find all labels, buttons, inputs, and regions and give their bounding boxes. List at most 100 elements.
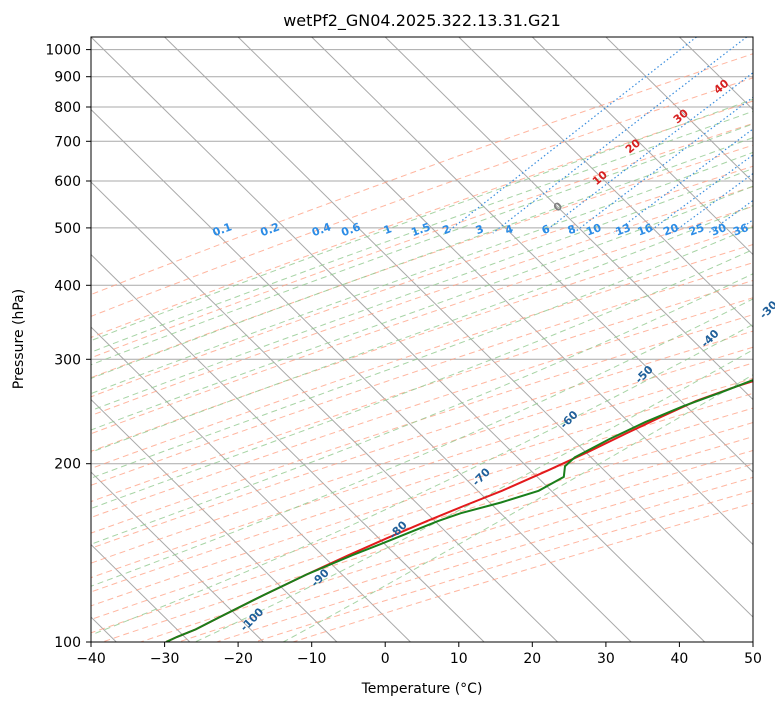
x-tick-label: 10 xyxy=(450,651,468,667)
isotherm-10 xyxy=(458,37,753,328)
x-axis-title: Temperature (°C) xyxy=(361,681,483,697)
mixing-ratio-label: 1.5 xyxy=(409,220,432,239)
mixing-ratio-label: 0.4 xyxy=(310,220,333,239)
mixing-ratio-label: 0.1 xyxy=(211,220,234,239)
grid-layer xyxy=(91,37,753,642)
dry-adiabat-10 xyxy=(91,144,753,379)
mixing-ratio-label: 36 xyxy=(731,221,750,239)
mixing-ratio-label: 10 xyxy=(584,221,603,239)
mixing-ratio-label: 20 xyxy=(661,221,680,239)
dewpoint-line xyxy=(165,378,753,642)
dry-adiabat-20 xyxy=(91,165,753,398)
dry-adiabat-210 xyxy=(216,476,753,642)
dry-adiabat-label: -30 xyxy=(757,298,775,321)
mixing-ratio-line-8 xyxy=(734,219,753,234)
moist-adiabat--10 xyxy=(91,98,753,342)
isotherm-0 xyxy=(384,37,753,401)
dry-adiabat-40 xyxy=(91,205,753,435)
dry-adiabat-0 xyxy=(91,122,753,359)
dry-adiabat-120 xyxy=(91,346,753,564)
moist-adiabat-38 xyxy=(91,323,753,636)
dry-adiabat--30 xyxy=(91,53,753,296)
isotherm--20 xyxy=(237,37,753,546)
mixing-ratio-label: 16 xyxy=(636,221,655,239)
plot-frame xyxy=(90,36,754,643)
temperature-line xyxy=(165,380,753,642)
moist-adiabat-26 xyxy=(91,249,753,509)
mixing-ratio-label: 6 xyxy=(540,222,552,237)
mixing-ratio-line-6 xyxy=(671,172,753,234)
moist-adiabat-34 xyxy=(91,298,753,587)
dry-adiabat-90 xyxy=(91,297,753,519)
moist-adiabat-label: 30 xyxy=(671,106,691,126)
dry-adiabat-220 xyxy=(254,489,753,642)
y-tick-label: 100 xyxy=(54,635,81,651)
y-tick-label: 200 xyxy=(54,457,81,473)
isotherm--40 xyxy=(91,37,706,642)
mixing-ratio-label: 1 xyxy=(382,222,394,237)
x-tick-label: −10 xyxy=(297,651,327,667)
mixing-ratio-label: 30 xyxy=(709,221,728,239)
dry-adiabat-130 xyxy=(91,362,753,579)
mixing-ratio-line-0 xyxy=(445,37,697,234)
y-tick-label: 300 xyxy=(54,352,81,368)
mixing-ratio-line-4 xyxy=(613,128,753,234)
mixing-ratio-line-1 xyxy=(492,37,748,234)
dry-adiabat-60 xyxy=(91,243,753,470)
mixing-ratio-label: 2 xyxy=(441,222,453,237)
dry-adiabat--20 xyxy=(91,77,753,317)
mixing-ratio-label: 13 xyxy=(614,221,633,238)
mixing-ratio-label: 0.6 xyxy=(340,220,363,239)
chart-title: wetPf2_GN04.2025.322.13.31.G21 xyxy=(283,11,561,31)
moist-adiabat--2 xyxy=(91,123,753,366)
dry-adiabat-140 xyxy=(91,377,753,593)
dry-adiabat-180 xyxy=(102,436,753,642)
dry-adiabat-150 xyxy=(91,392,753,607)
dry-adiabat-label: -70 xyxy=(470,465,493,488)
series-layer xyxy=(165,378,753,642)
x-tick-label: 20 xyxy=(523,651,541,667)
y-tick-label: 400 xyxy=(54,278,81,294)
isotherm-40 xyxy=(679,37,753,111)
mixing-ratio-label: 4 xyxy=(503,222,515,237)
moist-adiabat--6 xyxy=(91,110,753,353)
dry-adiabat-230 xyxy=(292,502,753,642)
dry-adiabat-50 xyxy=(91,225,753,452)
dry-adiabat-100 xyxy=(91,314,753,534)
isotherm--80 xyxy=(91,326,411,642)
x-tick-label: 30 xyxy=(597,651,615,667)
isotherm-30 xyxy=(605,37,753,183)
isotherm--100 xyxy=(91,471,264,642)
dry-adiabat-label: -90 xyxy=(309,566,332,589)
moist-adiabat-label: 40 xyxy=(711,77,731,97)
y-axis: 100 200 300 400 500 600 700 800 900 1000 xyxy=(45,43,91,651)
moist-adiabat-42 xyxy=(194,349,753,642)
mixing-ratio-label: 0.2 xyxy=(259,220,282,239)
x-tick-label: −20 xyxy=(223,651,253,667)
x-axis: −40 −30 −20 −10 0 10 20 30 40 50 xyxy=(76,642,762,667)
moist-adiabat-label: 10 xyxy=(590,168,610,188)
x-tick-label: 40 xyxy=(670,651,688,667)
dry-adiabat-30 xyxy=(91,186,753,417)
isotherm--50 xyxy=(91,108,632,642)
dry-adiabat--10 xyxy=(91,100,753,338)
mixing-ratio-line-5 xyxy=(647,154,753,234)
isotherm-20 xyxy=(531,37,753,256)
dry-adiabat-170 xyxy=(91,422,753,634)
moist-adiabat-22 xyxy=(91,226,753,479)
moist-adiabat-30 xyxy=(91,273,753,545)
moist-adiabat-14 xyxy=(91,185,753,431)
dry-adiabat-190 xyxy=(140,449,753,642)
adiabat-layer xyxy=(91,37,753,642)
y-tick-label: 900 xyxy=(54,70,81,86)
isotherm--70 xyxy=(91,253,485,642)
moist-adiabat-6 xyxy=(91,151,753,395)
mixing-ratio-label: 25 xyxy=(687,221,706,238)
dry-adiabat-label: -100 xyxy=(238,605,267,634)
y-tick-label: 700 xyxy=(54,134,81,150)
y-axis-title: Pressure (hPa) xyxy=(11,289,27,389)
x-tick-label: −30 xyxy=(150,651,180,667)
x-tick-label: 0 xyxy=(381,651,390,667)
y-tick-label: 800 xyxy=(54,100,81,116)
